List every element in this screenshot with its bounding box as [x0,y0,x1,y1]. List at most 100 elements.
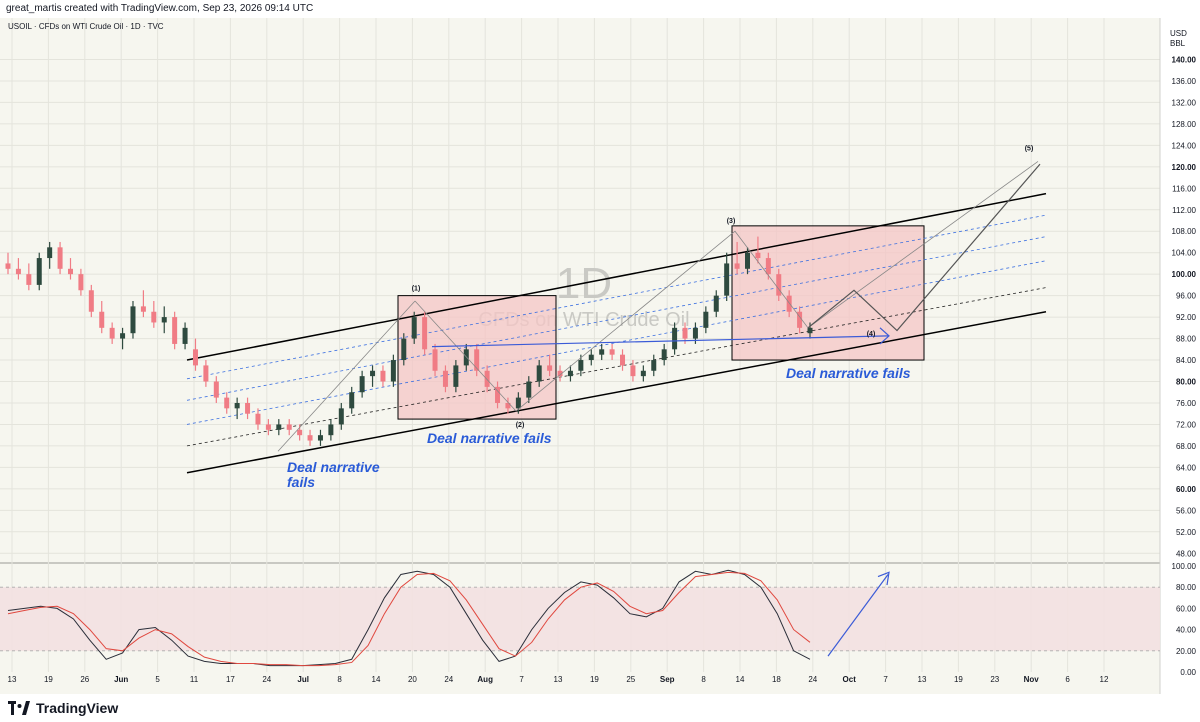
deal-label-3: Deal narrative fails [786,365,911,381]
candle-body [588,354,594,361]
price-tick-label: 96.00 [1176,292,1197,301]
deal-label-2: Deal narrative fails [427,430,552,446]
time-tick-label: 24 [262,675,271,684]
oscillator-tick-label: 0.00 [1180,668,1196,677]
price-tick-label: 112.00 [1172,206,1196,215]
price-tick-label: 136.00 [1172,77,1197,86]
wave-count-line [414,161,1039,412]
price-tick-label: 120.00 [1172,163,1197,172]
candle-body [401,338,407,361]
horizontal-level-arrow [431,335,889,348]
price-tick-label: 60.00 [1176,485,1197,494]
candle-body [359,376,365,393]
candle-body [495,386,501,403]
candle-body [713,295,719,312]
candle-body [224,397,230,409]
price-tick-label: 124.00 [1172,141,1197,150]
time-tick-label: 8 [701,675,706,684]
attribution-bar: great_martis created with TradingView.co… [0,0,1200,18]
candlestick-series [5,236,813,446]
candle-body [78,274,84,291]
candle-body [213,381,219,398]
time-tick-label: 7 [883,675,888,684]
time-axis: 13 19 26 Jun 5 11 17 24 Jul 8 14 20 24 Aug 7 13 19 25 Sep 8… [8,675,1109,684]
tradingview-logo-icon [8,701,30,715]
tradingview-logo-text: TradingView [36,700,119,716]
time-tick-label: 13 [918,675,927,684]
oscillator-tick-label: 60.00 [1176,604,1197,613]
candle-body [640,370,646,377]
price-tick-label: 116.00 [1172,184,1196,193]
candle-body [682,327,688,339]
chart-frame[interactable] [0,18,1200,694]
tradingview-logo[interactable]: TradingView [8,700,118,716]
candle-body [245,402,251,414]
candle-body [786,295,792,312]
deal-label-1a: Deal narrative [287,459,380,475]
candle-body [192,349,198,366]
price-tick-label: 132.00 [1172,98,1197,107]
price-tick-label: 56.00 [1176,506,1197,515]
candle-body [203,365,209,382]
candle-body [380,370,386,382]
time-tick-label: 25 [626,675,635,684]
channel-blue-dashed [186,214,1047,380]
candle-body [703,311,709,328]
time-tick-label: Oct [843,675,857,684]
time-tick-label: 24 [808,675,817,684]
time-tick-label: 20 [408,675,417,684]
footer: TradingView [0,694,1200,722]
wave-label-5: (5) [1025,146,1034,153]
oscillator-series-line [7,569,811,667]
candle-body [536,365,542,382]
oscillator-tick-label: 20.00 [1176,647,1197,656]
candle-body [557,370,563,377]
candle-body [547,365,553,371]
time-tick-label: 13 [554,675,563,684]
candle-body [36,258,42,285]
candle-body [182,327,188,344]
price-tick-label: 88.00 [1176,335,1197,344]
candle-body [57,247,63,269]
time-tick-label: 24 [444,675,453,684]
candle-body [370,370,376,377]
time-tick-label: 5 [155,675,160,684]
deal-label-1b: fails [287,474,315,490]
unit-label: BBL [1170,39,1186,48]
time-tick-label: 14 [372,675,381,684]
candle-body [15,268,21,275]
oscillator-band [0,587,1160,651]
channel-median-dashed [186,287,1047,447]
candle-body [745,252,751,269]
arrow-head [879,327,890,345]
price-tick-label: 104.00 [1172,249,1197,258]
candle-body [672,327,678,350]
chart-canvas[interactable]: 1D CFDs on WTI Crude Oil (1)(2)(3)(4)(5)… [0,0,1200,694]
candle-body [99,311,105,328]
oscillator-projection-arrow [827,574,889,657]
time-tick-label: 23 [990,675,999,684]
candle-body [411,317,417,339]
time-tick-label: 19 [44,675,53,684]
wave-label-2: (2) [516,422,525,429]
candle-body [422,317,428,350]
currency-label: USD [1170,29,1187,38]
candle-body [317,435,323,441]
time-tick-label: 19 [590,675,599,684]
oscillator-tick-label: 40.00 [1176,626,1197,635]
time-tick-label: 14 [736,675,745,684]
candle-body [67,268,73,275]
wave-count-line [277,300,416,452]
price-tick-label: 92.00 [1176,313,1197,322]
attribution-text: great_martis created with TradingView.co… [6,3,314,14]
time-tick-label: 12 [1100,675,1109,684]
candle-body [328,424,334,436]
candle-body [609,349,615,355]
projection-path [807,163,1041,332]
candle-body [692,327,698,339]
time-tick-label: 8 [337,675,342,684]
candle-body [765,258,771,275]
price-tick-label: 140.00 [1172,55,1197,64]
